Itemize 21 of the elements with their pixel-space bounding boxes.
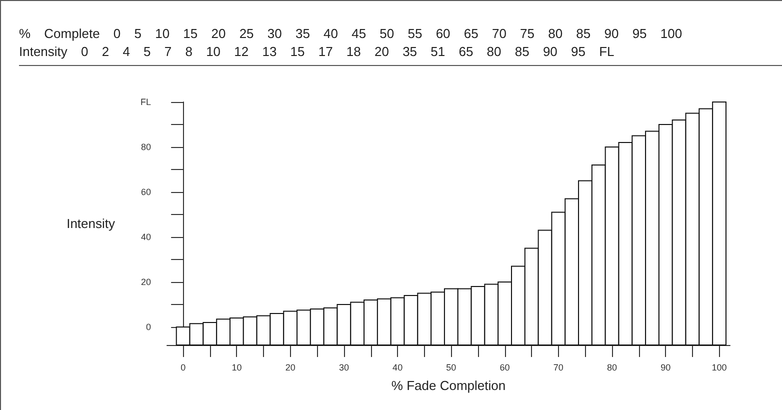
x-tick-label: 10 [232,362,242,372]
y-axis-title: Intensity [66,216,116,231]
y-tick-label: FL [140,97,151,107]
x-tick-label: 30 [338,362,349,372]
y-tick-label: 40 [140,232,151,242]
x-tick-label: 80 [607,362,618,372]
text: % Complete 0 5 10 15 20 25 30 35 40 45 50 55 60 65 70 75 80 85 90 95 100 [19,25,684,43]
x-axis-title: % Fade Completion [391,378,506,393]
y-tick-label: 0 [146,322,151,332]
text: Intensity 0 2 4 5 7 8 10 12 13 15 17 18 20 35 51 65 80 85 90 95 FL [19,43,616,61]
x-tick-label: 60 [500,362,510,372]
y-tick-label: 60 [140,187,151,197]
x-tick-label: 0 [180,362,186,372]
x-tick-label: 50 [446,362,456,372]
x-tick-label: 20 [285,362,296,372]
x-tick-label: 40 [392,362,403,372]
x-tick-label: 90 [660,362,671,372]
y-tick-label: 20 [140,277,151,287]
y-tick-label: 80 [140,142,151,152]
x-tick-label: 70 [553,362,564,372]
x-tick-label: 100 [712,362,727,372]
